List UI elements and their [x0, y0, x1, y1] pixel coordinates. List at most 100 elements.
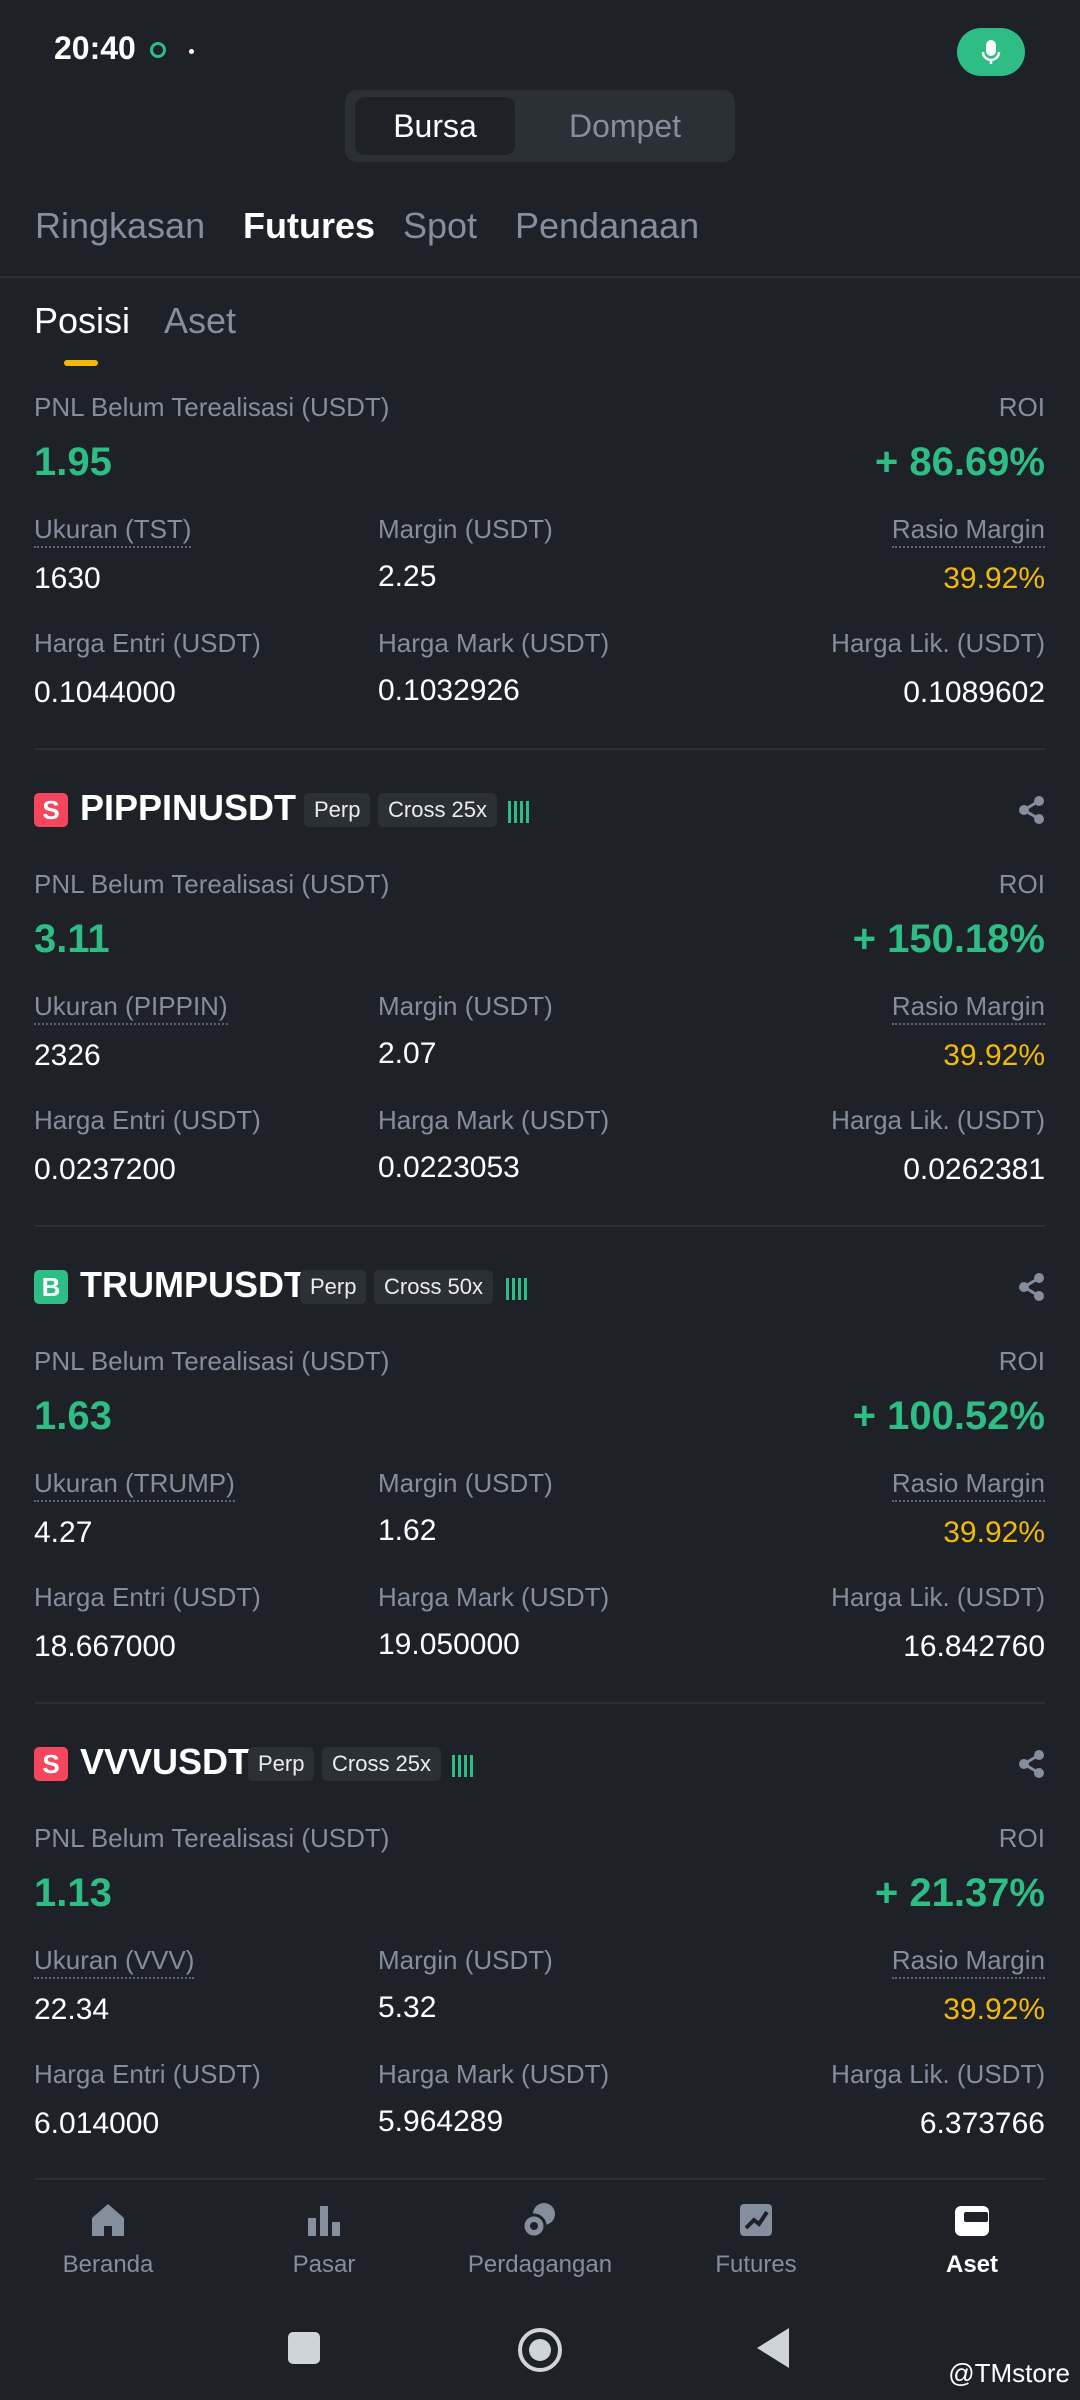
entry-value: 0.1044000: [34, 676, 176, 709]
tab-futures[interactable]: Futures: [243, 205, 376, 246]
tab-pendanaan[interactable]: Pendanaan: [515, 205, 700, 246]
mark-value: 19.050000: [378, 1628, 520, 1661]
margin-ratio-value: 39.92%: [943, 562, 1045, 595]
nav-beranda[interactable]: Beranda: [0, 2200, 216, 2279]
card-divider: [35, 748, 1045, 750]
margin-ratio-label[interactable]: Rasio Margin: [891, 1468, 1045, 1502]
pnl-label: PNL Belum Terealisasi (USDT): [34, 1823, 390, 1853]
mic-indicator[interactable]: [957, 28, 1025, 76]
margin-label: Margin (USDT): [378, 991, 553, 1021]
back-icon[interactable]: [757, 2328, 789, 2368]
segment-bursa[interactable]: Bursa: [355, 97, 515, 155]
mark-label: Harga Mark (USDT): [378, 1105, 610, 1135]
side-badge: S: [34, 1747, 68, 1781]
mark-value: 0.0223053: [378, 1151, 520, 1184]
leverage-tag[interactable]: Cross 25x: [378, 793, 498, 827]
tab-posisi[interactable]: Posisi: [34, 300, 131, 341]
exchange-wallet-toggle: Bursa Dompet: [345, 90, 735, 162]
leverage-tag[interactable]: Cross 50x: [374, 1270, 494, 1304]
margin-label: Margin (USDT): [378, 1945, 553, 1975]
roi-value: + 100.52%: [852, 1394, 1045, 1438]
mark-label: Harga Mark (USDT): [378, 2059, 610, 2089]
status-time: 20:40: [54, 30, 136, 66]
leverage-tag[interactable]: Cross 25x: [322, 1747, 442, 1781]
side-badge: S: [34, 793, 68, 827]
margin-value: 5.32: [378, 1991, 437, 2024]
perp-tag: Perp: [300, 1270, 367, 1304]
margin-ratio-value: 39.92%: [943, 1039, 1045, 1072]
size-value: 1630: [34, 562, 101, 595]
segment-dompet[interactable]: Dompet: [568, 108, 682, 144]
pnl-value: 1.63: [34, 1394, 112, 1438]
nav-aset[interactable]: Aset: [864, 2200, 1080, 2279]
share-icon[interactable]: [1018, 1749, 1046, 1779]
entry-value: 18.667000: [34, 1630, 176, 1663]
margin-ratio-value: 39.92%: [943, 1993, 1045, 2026]
share-icon[interactable]: [1018, 1272, 1046, 1302]
nav-label: Pasar: [292, 2251, 356, 2278]
liq-value: 6.373766: [919, 2107, 1045, 2140]
nav-label: Perdagangan: [467, 2251, 613, 2278]
roi-label: ROI: [998, 869, 1045, 899]
notification-icon: [150, 42, 166, 58]
nav-futures[interactable]: Futures: [648, 2200, 864, 2279]
nav-pasar[interactable]: Pasar: [216, 2200, 432, 2279]
pnl-value: 1.13: [34, 1871, 112, 1915]
margin-value: 1.62: [378, 1514, 437, 1547]
size-value: 4.27: [34, 1516, 93, 1549]
roi-label: ROI: [998, 1346, 1045, 1376]
liq-value: 0.0262381: [903, 1153, 1045, 1186]
signal-bars-icon: [506, 1276, 530, 1300]
signal-bars-icon: [508, 799, 532, 823]
system-nav-bar: [0, 2300, 1080, 2400]
entry-label: Harga Entri (USDT): [34, 628, 261, 658]
share-icon[interactable]: [1018, 795, 1046, 825]
symbol[interactable]: VVVUSDT: [80, 1741, 251, 1782]
position-header: S VVVUSDT Perp Cross 25x: [34, 1741, 1046, 1791]
pnl-value: 1.95: [34, 440, 112, 484]
margin-ratio-label[interactable]: Rasio Margin: [891, 1945, 1045, 1979]
signal-bars-icon: [452, 1753, 476, 1777]
tabs-divider: [0, 276, 1080, 278]
pnl-label: PNL Belum Terealisasi (USDT): [34, 869, 390, 899]
roi-label: ROI: [998, 392, 1045, 422]
size-label[interactable]: Ukuran (VVV): [34, 1945, 195, 1979]
nav-perdagangan[interactable]: Perdagangan: [432, 2200, 648, 2279]
tab-spot[interactable]: Spot: [403, 205, 478, 246]
size-value: 2326: [34, 1039, 101, 1072]
bottom-nav: Beranda Pasar Perdagangan Futures Aset: [0, 2180, 1080, 2300]
roi-value: + 150.18%: [852, 917, 1045, 961]
watermark: @TMstore: [948, 2358, 1070, 2388]
symbol[interactable]: TRUMPUSDT: [80, 1264, 306, 1305]
liq-label: Harga Lik. (USDT): [831, 2059, 1045, 2089]
margin-ratio-label[interactable]: Rasio Margin: [891, 514, 1045, 548]
size-label[interactable]: Ukuran (TST): [34, 514, 192, 548]
mark-value: 5.964289: [378, 2105, 504, 2138]
recents-icon[interactable]: [288, 2332, 320, 2364]
tab-aset[interactable]: Aset: [164, 300, 237, 341]
liq-label: Harga Lik. (USDT): [831, 1582, 1045, 1612]
margin-value: 2.07: [378, 1037, 437, 1070]
microphone-icon: [981, 40, 1001, 64]
margin-ratio-label[interactable]: Rasio Margin: [891, 991, 1045, 1025]
home-button-icon[interactable]: [518, 2328, 562, 2372]
mark-label: Harga Mark (USDT): [378, 1582, 610, 1612]
pnl-label: PNL Belum Terealisasi (USDT): [34, 1346, 390, 1376]
liq-value: 0.1089602: [903, 676, 1045, 709]
status-bar: 20:40: [0, 0, 1080, 90]
size-label[interactable]: Ukuran (TRUMP): [34, 1468, 235, 1502]
symbol[interactable]: PIPPINUSDT: [80, 787, 297, 828]
entry-label: Harga Entri (USDT): [34, 1582, 261, 1612]
size-label[interactable]: Ukuran (PIPPIN): [34, 991, 228, 1025]
nav-label: Beranda: [62, 2251, 154, 2278]
entry-value: 6.014000: [34, 2107, 160, 2140]
margin-ratio-value: 39.92%: [943, 1516, 1045, 1549]
tab-ringkasan[interactable]: Ringkasan: [35, 205, 206, 246]
futures-icon: [740, 2204, 772, 2236]
position-header: B TRUMPUSDT Perp Cross 50x: [34, 1264, 1046, 1314]
nav-label: Aset: [945, 2251, 999, 2278]
margin-label: Margin (USDT): [378, 514, 553, 544]
liq-label: Harga Lik. (USDT): [831, 1105, 1045, 1135]
margin-label: Margin (USDT): [378, 1468, 553, 1498]
perp-tag: Perp: [248, 1747, 315, 1781]
